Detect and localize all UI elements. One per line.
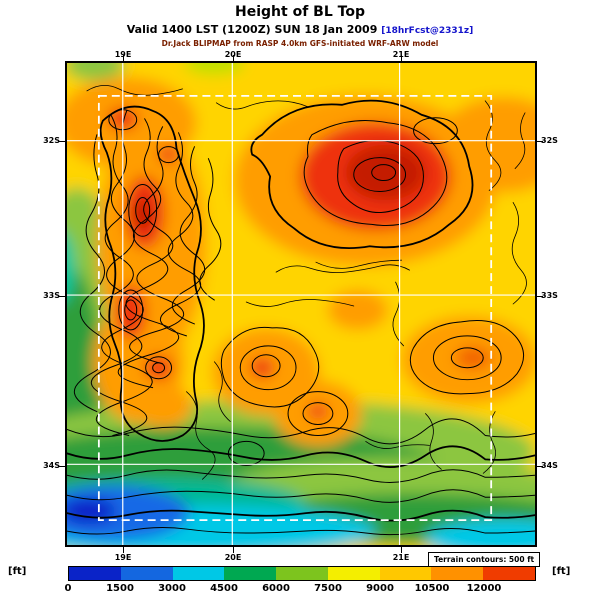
colorbar-tick: 10500 <box>414 583 450 594</box>
domain-boundary-box <box>97 94 493 521</box>
colorbar-segment <box>327 567 380 580</box>
axis-tick <box>537 466 543 467</box>
colorbar-tick: 4500 <box>210 583 238 594</box>
contour-lines-minor <box>86 85 527 480</box>
axis-tick <box>233 55 234 61</box>
latlon-grid-lines <box>67 63 535 545</box>
colorbar-segment <box>69 567 121 580</box>
colorbar-tick: 0 <box>64 583 72 594</box>
page-title: Height of BL Top <box>235 4 365 20</box>
colorbar-tick: 7500 <box>314 583 342 594</box>
model-credit-line: Dr.Jack BLIPMAP from RASP 4.0km GFS-init… <box>161 39 439 48</box>
axis-tick <box>537 141 543 142</box>
colorbar-tick: 9000 <box>366 583 394 594</box>
axis-tick <box>59 141 65 142</box>
valid-time-text: Valid 1400 LST (1200Z) SUN 18 Jan 2009 <box>126 23 378 36</box>
axis-label-right-33s: 33S <box>541 291 558 300</box>
axis-tick <box>59 466 65 467</box>
colorbar-segment <box>172 567 225 580</box>
colorbar-unit-right: [ft] <box>552 566 571 577</box>
colorbar-segment <box>276 567 328 580</box>
colorbar-tick: 12000 <box>466 583 502 594</box>
colorbar-tick: 1500 <box>106 583 134 594</box>
bl-top-map-svg <box>67 63 535 545</box>
axis-label-bottom-21e: 21E <box>392 553 410 562</box>
axis-tick <box>233 547 234 553</box>
colorbar-tick: 6000 <box>262 583 290 594</box>
axis-tick <box>59 296 65 297</box>
axis-tick <box>123 55 124 61</box>
terrain-contours-note: Terrain contours: 500 ft <box>428 552 540 567</box>
axis-label-right-34s: 34S <box>541 461 558 470</box>
color-field <box>67 63 535 545</box>
axis-label-bottom-20e: 20E <box>224 553 242 562</box>
colorbar-unit-left: [ft] <box>8 566 27 577</box>
forecast-age-tag: [18hrFcst@2331z] <box>381 26 474 36</box>
axis-tick <box>401 547 402 553</box>
colorbar-segment <box>224 567 277 580</box>
axis-label-left-32s: 32S <box>43 136 60 145</box>
colorbar-tick: 3000 <box>158 583 186 594</box>
axis-label-top-21e: 21E <box>393 50 410 59</box>
axis-label-bottom-19e: 19E <box>114 553 132 562</box>
axis-label-right-32s: 32S <box>541 136 558 145</box>
axis-label-left-34s: 34S <box>43 461 60 470</box>
contour-lines <box>67 109 535 536</box>
colorbar-segment <box>483 567 536 580</box>
valid-time-line: Valid 1400 LST (1200Z) SUN 18 Jan 2009 [… <box>0 23 600 36</box>
axis-tick <box>537 296 543 297</box>
axis-label-left-33s: 33S <box>43 291 60 300</box>
axis-tick <box>401 55 402 61</box>
bl-top-map <box>65 61 537 547</box>
axis-label-top-19e: 19E <box>115 50 132 59</box>
colorbar <box>68 566 536 581</box>
colorbar-segment <box>120 567 173 580</box>
axis-tick <box>123 547 124 553</box>
colorbar-segment <box>431 567 484 580</box>
axis-label-top-20e: 20E <box>225 50 242 59</box>
colorbar-segment <box>379 567 432 580</box>
